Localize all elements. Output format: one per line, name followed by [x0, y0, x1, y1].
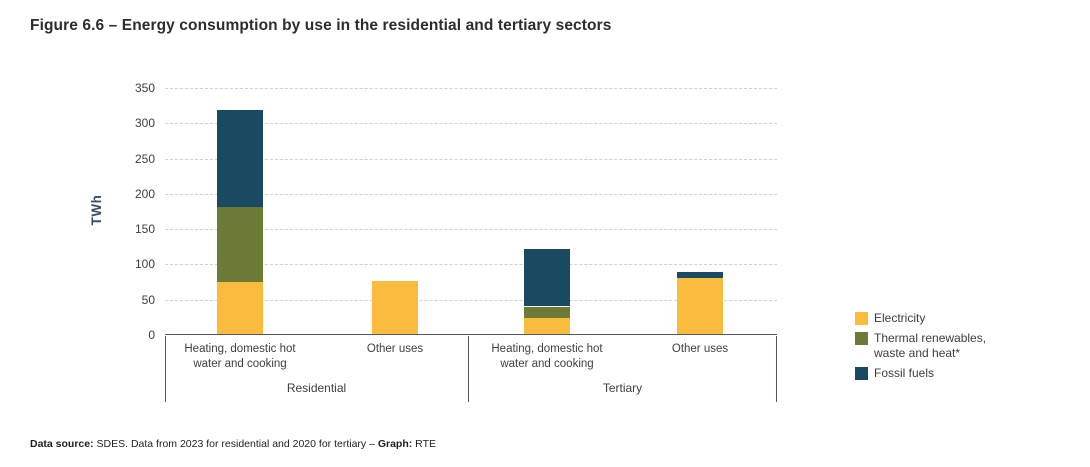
y-tick-label: 350 — [134, 81, 155, 95]
footer-graph-text: RTE — [412, 438, 436, 450]
category-label-residential-heating: Heating, domestic hot water and cooking — [184, 343, 296, 370]
y-tick-label: 300 — [134, 116, 155, 131]
legend-item-electricity: Electricity — [855, 311, 986, 326]
legend-swatch-thermal-renewables — [855, 332, 868, 345]
gridline — [165, 193, 777, 195]
gridline — [165, 123, 777, 125]
plot-area — [165, 88, 777, 335]
figure-title: Figure 6.6 – Energy consumption by use i… — [30, 17, 612, 34]
category-label-tertiary-heating: Heating, domestic hot water and cooking — [491, 343, 603, 370]
bar-segment-thermal-renewables — [217, 206, 263, 283]
legend-label: Fossil fuels — [874, 366, 935, 380]
group-label-tertiary: Tertiary — [602, 381, 643, 395]
group-divider-line — [467, 335, 469, 402]
footer-source-label: Data source: — [30, 438, 94, 450]
y-axis-label: TWh — [89, 194, 104, 226]
footer-source-text: SDES. Data from 2023 for residential and… — [93, 438, 378, 450]
gridline — [165, 264, 777, 266]
bar-segment-thermal-renewables — [524, 306, 570, 319]
category-label-residential-other: Other uses — [366, 343, 424, 355]
gridline — [165, 88, 777, 89]
legend: Electricity Thermal renewables, waste and… — [855, 311, 986, 386]
legend-swatch-fossil-fuels — [855, 367, 868, 380]
y-tick-label: 0 — [148, 328, 155, 342]
y-tick-label: 50 — [141, 292, 155, 307]
y-tick-label: 100 — [134, 257, 155, 272]
legend-swatch-electricity — [855, 312, 868, 325]
bar-segment-electricity — [372, 281, 418, 334]
gridline — [165, 229, 777, 231]
y-tick-label: 150 — [134, 222, 155, 237]
gridline — [165, 158, 777, 160]
bar-segment-electricity — [524, 318, 570, 334]
group-label-residential: Residential — [286, 381, 347, 395]
legend-label: Thermal renewables, waste and heat* — [874, 331, 987, 360]
legend-label: Electricity — [874, 311, 926, 325]
bar-segment-fossil-fuels — [524, 249, 570, 307]
bar-segment-electricity — [217, 282, 263, 334]
bar-segment-fossil-fuels — [677, 271, 723, 278]
gridline — [165, 299, 777, 301]
bar-segment-electricity — [677, 277, 723, 334]
figure-footer: Data source: SDES. Data from 2023 for re… — [30, 438, 436, 450]
legend-item-thermal-renewables: Thermal renewables, waste and heat* — [855, 331, 986, 361]
footer-graph-label: Graph: — [377, 438, 413, 450]
category-label-tertiary-other: Other uses — [671, 343, 729, 355]
bar-segment-fossil-fuels — [217, 110, 263, 207]
category-box — [165, 335, 777, 402]
y-tick-label: 250 — [134, 151, 155, 166]
y-tick-label: 200 — [134, 186, 155, 201]
legend-item-fossil-fuels: Fossil fuels — [855, 366, 986, 381]
